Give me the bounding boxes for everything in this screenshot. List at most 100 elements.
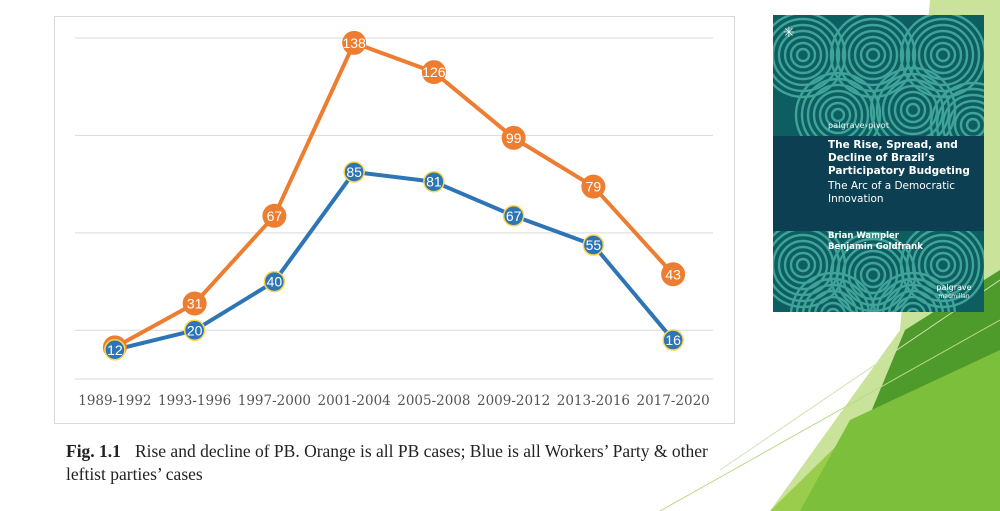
pattern-ring	[847, 29, 899, 81]
data-point: 67	[262, 203, 287, 228]
x-tick-label: 1993-1996	[158, 393, 231, 409]
data-marker	[342, 30, 367, 55]
pattern-ring	[795, 47, 811, 63]
data-label: 20	[187, 322, 203, 338]
data-label: 31	[187, 295, 203, 311]
data-point: 55	[582, 234, 605, 256]
data-label: 126	[422, 64, 446, 80]
pattern-ring	[935, 257, 951, 273]
data-marker	[183, 319, 206, 342]
pattern-ring	[935, 47, 951, 63]
data-label: 12	[107, 342, 123, 358]
pattern-ring	[865, 267, 881, 283]
data-marker	[343, 161, 365, 183]
data-label: 16	[665, 332, 681, 348]
pattern-ring	[917, 239, 969, 291]
publisher-sub: macmillan	[938, 293, 970, 300]
data-markers: 1331671381269979431220408581675516	[102, 30, 686, 361]
data-marker	[662, 329, 684, 351]
pattern-ring	[777, 239, 829, 291]
series-line	[114, 169, 675, 352]
pattern-ring	[923, 245, 963, 285]
pattern-ring	[830, 107, 846, 123]
chart-frame: 1331671381269979431220408581675516 1989-…	[54, 16, 735, 424]
pattern-ring	[869, 271, 957, 312]
book-cover: ✳ palgrave›pivot The Rise, Spread, and D…	[773, 15, 984, 312]
deco-shape-mid	[800, 350, 1000, 511]
data-label: 40	[267, 274, 283, 290]
pattern-ring	[847, 249, 899, 301]
data-label: 43	[665, 266, 681, 282]
pattern-ring	[773, 15, 847, 99]
pattern-ring	[959, 111, 984, 139]
pattern-ring	[795, 257, 811, 273]
x-tick-label: 2009-2012	[477, 393, 550, 409]
data-marker	[581, 174, 606, 199]
x-tick-label: 2005-2008	[397, 393, 470, 409]
pattern-ring	[906, 307, 920, 312]
pattern-ring	[881, 283, 945, 312]
x-tick-label: 2013-2016	[557, 393, 630, 409]
pattern-ring	[859, 41, 887, 69]
data-point: 138	[342, 30, 367, 55]
pattern-ring	[773, 23, 835, 87]
data-marker	[182, 291, 207, 316]
pattern-ring	[875, 277, 951, 312]
data-point: 16	[662, 329, 684, 351]
pattern-ring	[826, 307, 840, 312]
imprint-label: palgrave›pivot	[828, 121, 890, 130]
pattern-ring	[899, 96, 927, 124]
data-point: 81	[423, 170, 445, 193]
pattern-ring	[783, 35, 823, 75]
pattern-ring	[789, 41, 817, 69]
pattern-ring	[965, 117, 981, 133]
pattern-ring	[818, 95, 858, 135]
book-authors: Brian Wampler Benjamin Goldfrank	[828, 231, 978, 253]
data-marker	[423, 170, 445, 193]
pattern-ring	[841, 23, 905, 87]
x-tick-label: 1997-2000	[238, 393, 311, 409]
data-label: 81	[426, 174, 442, 190]
data-point: 20	[183, 319, 206, 342]
publisher-logo: palgrave macmillan	[929, 283, 979, 301]
book-subtitle: The Arc of a Democratic Innovation	[828, 180, 956, 205]
pattern-ring	[894, 295, 932, 312]
data-label: 79	[586, 179, 602, 195]
data-point: 67	[502, 205, 525, 227]
pattern-ring	[814, 295, 852, 312]
figure-caption: Fig. 1.1 Rise and decline of PB. Orange i…	[66, 440, 746, 486]
pattern-ring	[789, 271, 877, 312]
data-marker	[421, 60, 446, 85]
book-title: The Rise, Spread, and Decline of Brazil’…	[828, 139, 970, 177]
pattern-ring	[900, 301, 926, 312]
deco-line	[659, 319, 1000, 511]
pattern-ring	[859, 261, 887, 289]
author-name: Brian Wampler	[828, 231, 899, 241]
publisher-name: palgrave	[936, 283, 972, 292]
pattern-ring	[929, 41, 957, 69]
data-marker	[104, 339, 126, 361]
pattern-ring	[841, 243, 905, 307]
pattern-ring	[853, 35, 893, 75]
pattern-ring	[795, 277, 871, 312]
data-label: 55	[586, 237, 602, 253]
author-name: Benjamin Goldfrank	[828, 242, 923, 252]
data-label: 85	[346, 164, 362, 180]
pattern-ring	[801, 283, 865, 312]
pattern-ring	[777, 29, 829, 81]
pattern-ring	[824, 101, 852, 129]
pattern-ring	[923, 35, 963, 75]
data-label: 138	[342, 35, 366, 51]
series-lines	[113, 40, 675, 352]
pattern-ring	[887, 84, 939, 136]
springer-logo-icon: ✳	[783, 25, 795, 41]
cover-title-band	[773, 136, 984, 231]
data-label: 99	[506, 130, 522, 146]
pattern-ring	[911, 23, 975, 87]
data-point: 12	[104, 339, 126, 361]
x-tick-label: 2001-2004	[317, 393, 390, 409]
pattern-ring	[807, 289, 859, 312]
data-point: 40	[263, 270, 286, 293]
data-point: 79	[581, 174, 606, 199]
data-label: 67	[506, 208, 522, 224]
